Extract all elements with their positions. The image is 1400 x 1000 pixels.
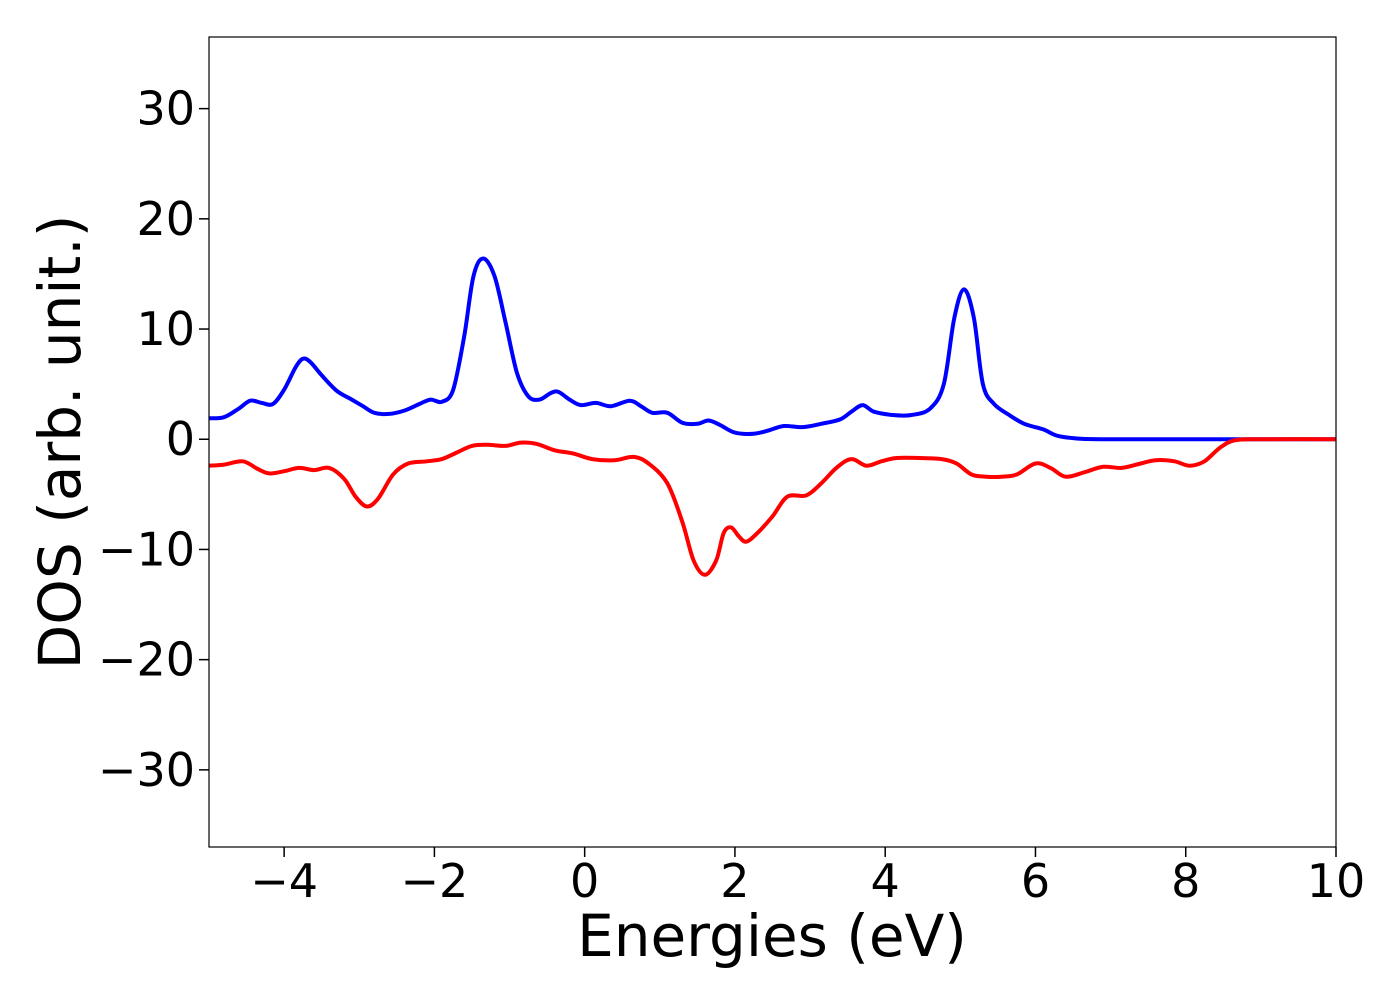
y-tick-label: 0 bbox=[166, 412, 195, 466]
x-tick-label: 6 bbox=[1021, 854, 1050, 908]
series-line-1 bbox=[209, 256, 1336, 442]
x-tick-label: −4 bbox=[250, 854, 318, 908]
x-tick-label: 0 bbox=[570, 854, 599, 908]
plot-frame bbox=[208, 36, 1337, 848]
x-axis-title: Energies (eV) bbox=[577, 902, 967, 970]
series-layer bbox=[209, 256, 1336, 577]
y-tick-label: 20 bbox=[136, 192, 195, 246]
x-tick-label: 4 bbox=[871, 854, 900, 908]
y-tick-label: 10 bbox=[136, 302, 195, 356]
y-tick-label: −20 bbox=[98, 633, 195, 687]
y-tick-label: 30 bbox=[136, 82, 195, 136]
series-line-2 bbox=[209, 437, 1336, 577]
y-tick-label: −30 bbox=[98, 743, 195, 797]
x-tick-label: −2 bbox=[400, 854, 468, 908]
x-tick-label: 2 bbox=[720, 854, 749, 908]
x-tick-label: 10 bbox=[1307, 854, 1366, 908]
y-axis-title: DOS (arb. unit.) bbox=[26, 215, 94, 670]
y-tick-label: −10 bbox=[98, 522, 195, 576]
x-tick-label: 8 bbox=[1171, 854, 1200, 908]
